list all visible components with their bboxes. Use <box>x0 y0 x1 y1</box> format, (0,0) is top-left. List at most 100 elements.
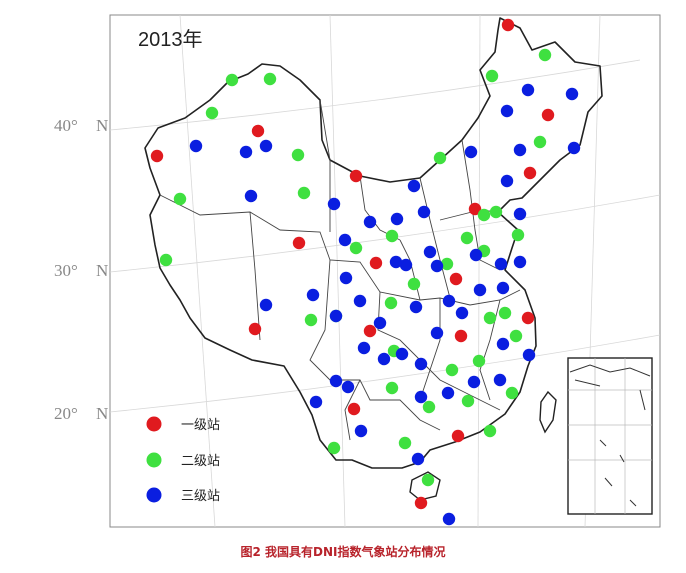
stations-layer <box>150 18 581 526</box>
lat-label-20-dir: N <box>96 404 108 423</box>
station-dot-level3 <box>411 452 425 466</box>
station-dot-level1 <box>363 324 377 338</box>
station-dot-level1 <box>523 166 537 180</box>
hainan-outline <box>409 471 441 501</box>
station-dot-level1 <box>451 429 465 443</box>
lat-label-30-dir: N <box>96 261 108 280</box>
station-dot-level2 <box>173 192 187 206</box>
lat-label-30-deg: 30° <box>54 261 78 280</box>
station-dot-level3 <box>357 341 371 355</box>
lat-label-40-dir: N <box>96 116 108 135</box>
station-dot-level3 <box>414 357 428 371</box>
taiwan-outline <box>539 390 557 434</box>
station-dot-level3 <box>567 141 581 155</box>
station-dot-level3 <box>309 395 323 409</box>
station-dot-level2 <box>461 394 475 408</box>
station-dot-level3 <box>441 386 455 400</box>
station-dot-level3 <box>464 145 478 159</box>
lat-label-40-deg: 40° <box>54 116 78 135</box>
station-dot-level3 <box>430 259 444 273</box>
station-dot-level2 <box>505 386 519 400</box>
station-dot-level1 <box>541 108 555 122</box>
figure-caption: 图2 我国具有DNI指数气象站分布情况 <box>240 545 446 559</box>
station-dot-level3 <box>377 352 391 366</box>
south-china-sea-inset <box>567 357 653 515</box>
station-dot-level3 <box>353 294 367 308</box>
station-dot-level1 <box>347 402 361 416</box>
station-dot-level3 <box>500 104 514 118</box>
station-dot-level2 <box>398 436 412 450</box>
station-dot-level3 <box>469 248 483 262</box>
station-dot-level3 <box>409 300 423 314</box>
station-dot-level1 <box>248 322 262 336</box>
lat-label-20-deg: 20° <box>54 404 78 423</box>
station-dot-level3 <box>521 83 535 97</box>
china-outline <box>144 17 603 469</box>
station-dot-level2 <box>498 306 512 320</box>
station-dot-level1 <box>501 18 515 32</box>
station-dot-level1 <box>150 149 164 163</box>
legend-swatch-level3 <box>146 487 162 503</box>
station-dot-level2 <box>205 106 219 120</box>
station-dot-level3 <box>414 390 428 404</box>
station-dot-level3 <box>493 373 507 387</box>
station-dot-level3 <box>442 512 456 526</box>
station-dot-level2 <box>485 69 499 83</box>
station-dot-level3 <box>363 215 377 229</box>
legend-label-level2: 二级站 <box>181 454 220 469</box>
station-dot-level2 <box>477 208 491 222</box>
station-dot-level1 <box>292 236 306 250</box>
station-dot-level1 <box>349 169 363 183</box>
station-dot-level3 <box>455 306 469 320</box>
station-dot-level3 <box>327 197 341 211</box>
station-dot-level1 <box>414 496 428 510</box>
station-dot-level3 <box>399 258 413 272</box>
station-dot-level3 <box>423 245 437 259</box>
station-dot-level2 <box>385 229 399 243</box>
graticule <box>109 14 661 528</box>
station-dot-level2 <box>291 148 305 162</box>
station-dot-level2 <box>384 296 398 310</box>
station-dot-level2 <box>489 205 503 219</box>
station-dot-level2 <box>440 257 454 271</box>
station-dot-level3 <box>354 424 368 438</box>
station-dot-level2 <box>349 241 363 255</box>
station-dot-level3 <box>244 189 258 203</box>
station-dot-level1 <box>454 329 468 343</box>
legend-swatch-level2 <box>146 452 162 468</box>
station-dot-level2 <box>445 363 459 377</box>
station-dot-level3 <box>329 374 343 388</box>
station-dot-level2 <box>509 329 523 343</box>
station-dot-level3 <box>407 179 421 193</box>
year-label: 2013年 <box>138 28 203 51</box>
station-dot-level3 <box>306 288 320 302</box>
station-dot-level3 <box>500 174 514 188</box>
station-dot-level2 <box>225 73 239 87</box>
station-dot-level3 <box>467 375 481 389</box>
station-dot-level2 <box>483 424 497 438</box>
station-dot-level3 <box>496 281 510 295</box>
station-dot-level3 <box>522 348 536 362</box>
legend: 一级站 二级站 三级站 <box>146 416 220 504</box>
station-dot-level1 <box>521 311 535 325</box>
station-dot-level2 <box>263 72 277 86</box>
legend-swatch-level1 <box>146 416 162 432</box>
map-panel-border <box>109 14 661 528</box>
station-dot-level1 <box>449 272 463 286</box>
station-dot-level3 <box>341 380 355 394</box>
station-dot-level3 <box>513 143 527 157</box>
station-dot-level2 <box>421 473 435 487</box>
station-dot-level2 <box>533 135 547 149</box>
station-dot-level3 <box>417 205 431 219</box>
station-dot-level3 <box>329 309 343 323</box>
station-dot-level3 <box>339 271 353 285</box>
legend-label-level3: 三级站 <box>181 489 220 504</box>
station-dot-level2 <box>159 253 173 267</box>
station-dot-level3 <box>373 316 387 330</box>
station-dot-level3 <box>259 139 273 153</box>
latitude-labels: 40° N 30° N 20° N <box>54 116 108 423</box>
station-dot-level2 <box>385 381 399 395</box>
station-dot-level3 <box>513 207 527 221</box>
station-dot-level3 <box>389 255 403 269</box>
station-dot-level2 <box>422 400 436 414</box>
